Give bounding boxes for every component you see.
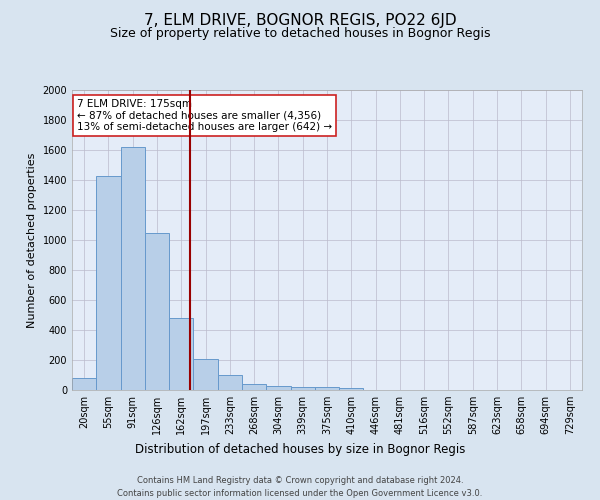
Y-axis label: Number of detached properties: Number of detached properties xyxy=(27,152,37,328)
Bar xyxy=(121,147,145,390)
Bar xyxy=(218,375,242,390)
Text: 7 ELM DRIVE: 175sqm
← 87% of detached houses are smaller (4,356)
13% of semi-det: 7 ELM DRIVE: 175sqm ← 87% of detached ho… xyxy=(77,99,332,132)
Bar xyxy=(266,386,290,390)
Bar xyxy=(315,388,339,390)
Text: Contains HM Land Registry data © Crown copyright and database right 2024.
Contai: Contains HM Land Registry data © Crown c… xyxy=(118,476,482,498)
Bar xyxy=(169,318,193,390)
Text: 7, ELM DRIVE, BOGNOR REGIS, PO22 6JD: 7, ELM DRIVE, BOGNOR REGIS, PO22 6JD xyxy=(143,12,457,28)
Bar xyxy=(290,386,315,390)
Bar xyxy=(72,378,96,390)
Text: Distribution of detached houses by size in Bognor Regis: Distribution of detached houses by size … xyxy=(135,442,465,456)
Bar xyxy=(145,232,169,390)
Bar xyxy=(242,384,266,390)
Bar xyxy=(193,359,218,390)
Bar xyxy=(339,388,364,390)
Text: Size of property relative to detached houses in Bognor Regis: Size of property relative to detached ho… xyxy=(110,28,490,40)
Bar xyxy=(96,176,121,390)
